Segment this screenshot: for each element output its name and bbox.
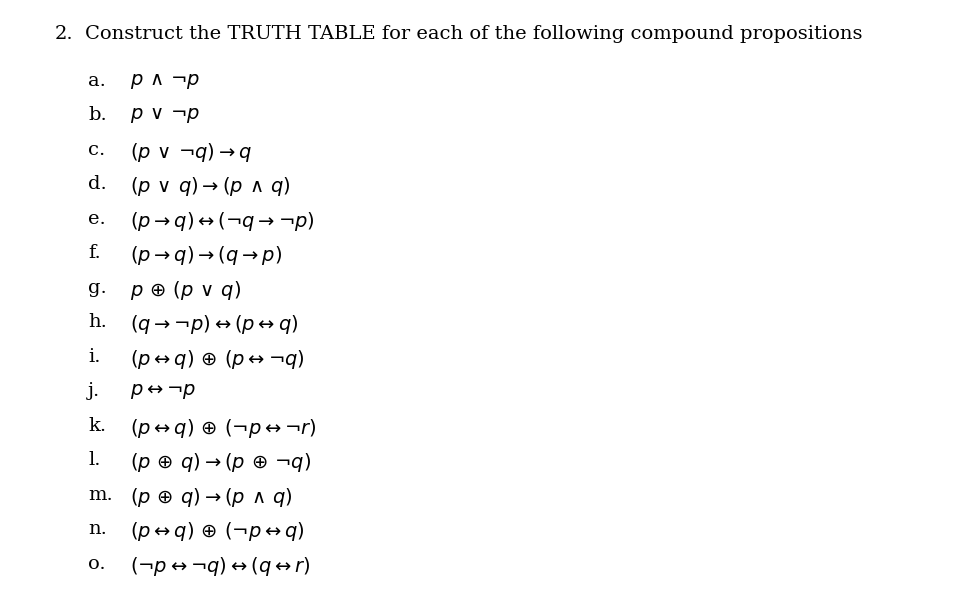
Text: $p\,\wedge\,\neg p$: $p\,\wedge\,\neg p$ — [130, 72, 200, 90]
Text: b.: b. — [88, 106, 106, 124]
Text: $(p\,\oplus\, q)\rightarrow(p\,\wedge\, q)$: $(p\,\oplus\, q)\rightarrow(p\,\wedge\, … — [130, 486, 292, 508]
Text: $(p\leftrightarrow q)\,\oplus\,(\neg p\leftrightarrow q)$: $(p\leftrightarrow q)\,\oplus\,(\neg p\l… — [130, 520, 305, 543]
Text: i.: i. — [88, 347, 101, 365]
Text: $p\,\oplus\,(p\,\vee\, q)$: $p\,\oplus\,(p\,\vee\, q)$ — [130, 279, 242, 301]
Text: $(\neg p\leftrightarrow\neg q)\leftrightarrow(q\leftrightarrow r)$: $(\neg p\leftrightarrow\neg q)\leftright… — [130, 554, 311, 578]
Text: j.: j. — [88, 382, 101, 400]
Text: $p\,\vee\,\neg p$: $p\,\vee\,\neg p$ — [130, 106, 200, 125]
Text: c.: c. — [88, 141, 105, 158]
Text: $(p\leftrightarrow q)\,\oplus\,(\neg p\leftrightarrow\neg r)$: $(p\leftrightarrow q)\,\oplus\,(\neg p\l… — [130, 417, 316, 440]
Text: k.: k. — [88, 417, 106, 435]
Text: e.: e. — [88, 209, 105, 228]
Text: $(p\rightarrow q)\leftrightarrow(\neg q\rightarrow\neg p)$: $(p\rightarrow q)\leftrightarrow(\neg q\… — [130, 209, 315, 233]
Text: a.: a. — [88, 72, 105, 90]
Text: $p\leftrightarrow\neg p$: $p\leftrightarrow\neg p$ — [130, 382, 197, 401]
Text: m.: m. — [88, 486, 113, 504]
Text: 2.: 2. — [55, 25, 74, 43]
Text: d.: d. — [88, 175, 106, 193]
Text: o.: o. — [88, 554, 105, 572]
Text: f.: f. — [88, 244, 101, 262]
Text: g.: g. — [88, 279, 106, 297]
Text: $(p\rightarrow q)\rightarrow(q\rightarrow p)$: $(p\rightarrow q)\rightarrow(q\rightarro… — [130, 244, 282, 267]
Text: n.: n. — [88, 520, 106, 538]
Text: $(p\leftrightarrow q)\,\oplus\,(p\leftrightarrow\neg q)$: $(p\leftrightarrow q)\,\oplus\,(p\leftri… — [130, 347, 305, 371]
Text: $(p\,\vee\,\neg q)\rightarrow q$: $(p\,\vee\,\neg q)\rightarrow q$ — [130, 141, 252, 164]
Text: h.: h. — [88, 313, 106, 331]
Text: $(q\rightarrow\neg p)\leftrightarrow(p\leftrightarrow q)$: $(q\rightarrow\neg p)\leftrightarrow(p\l… — [130, 313, 298, 336]
Text: l.: l. — [88, 451, 101, 469]
Text: $(p\,\vee\, q)\rightarrow(p\,\wedge\, q)$: $(p\,\vee\, q)\rightarrow(p\,\wedge\, q)… — [130, 175, 291, 198]
Text: $(p\,\oplus\, q)\rightarrow(p\,\oplus\,\neg q)$: $(p\,\oplus\, q)\rightarrow(p\,\oplus\,\… — [130, 451, 311, 474]
Text: Construct the TRUTH TABLE for each of the following compound propositions: Construct the TRUTH TABLE for each of th… — [85, 25, 862, 43]
